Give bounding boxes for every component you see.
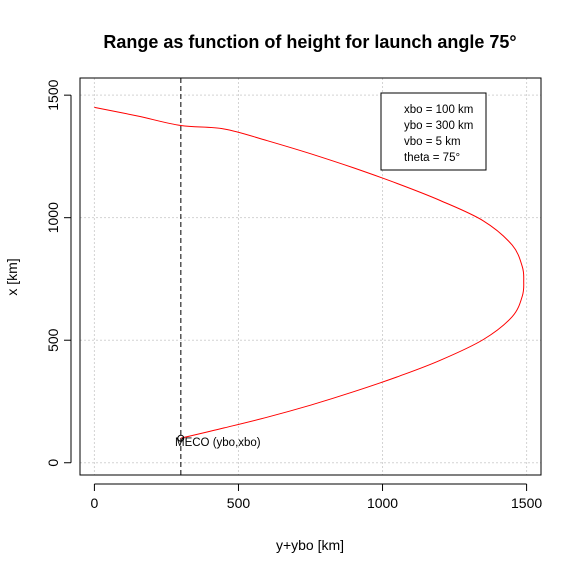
x-axis-label: y+ybo [km] <box>276 537 344 553</box>
legend-entry-ybo: ybo = 300 km <box>404 120 473 132</box>
x-tick-label: 0 <box>91 495 99 511</box>
y-tick-label: 500 <box>45 328 61 352</box>
meco-label: MECO (ybo,xbo) <box>175 437 261 449</box>
legend-entry-xbo: xbo = 100 km <box>404 104 473 116</box>
x-axis: 0 500 1000 1500 <box>91 483 542 511</box>
x-tick-label: 1500 <box>511 495 542 511</box>
y-axis-label: x [km] <box>4 258 20 295</box>
legend-entry-theta: theta = 75° <box>404 152 460 164</box>
x-tick-label: 500 <box>227 495 251 511</box>
y-tick-label: 1000 <box>45 202 61 233</box>
plot-frame <box>79 77 542 476</box>
y-axis: 0 500 1000 1500 <box>45 79 72 467</box>
legend: xbo = 100 km ybo = 300 km vbo = 5 km the… <box>380 92 487 171</box>
y-tick-label: 0 <box>45 459 61 467</box>
legend-box <box>380 92 487 171</box>
legend-entry-vbo: vbo = 5 km <box>404 136 461 148</box>
range-curve <box>94 106 525 439</box>
meco-marker <box>177 434 185 442</box>
x-tick-label: 1000 <box>367 495 398 511</box>
chart-title: Range as function of height for launch a… <box>103 32 516 52</box>
y-tick-label: 1500 <box>45 79 61 110</box>
